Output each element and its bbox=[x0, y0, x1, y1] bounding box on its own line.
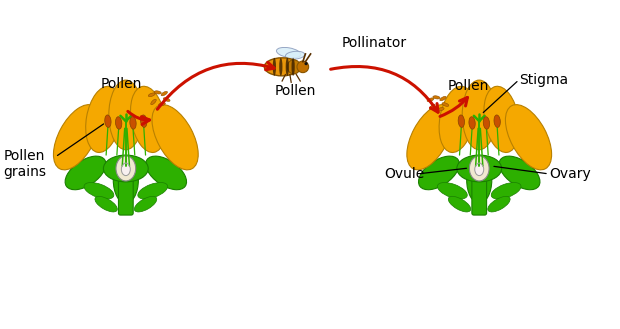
Ellipse shape bbox=[84, 183, 114, 199]
Ellipse shape bbox=[488, 196, 510, 212]
Ellipse shape bbox=[430, 104, 435, 110]
Ellipse shape bbox=[297, 61, 309, 73]
Ellipse shape bbox=[505, 105, 552, 170]
Ellipse shape bbox=[116, 156, 136, 181]
FancyBboxPatch shape bbox=[472, 171, 487, 215]
Ellipse shape bbox=[467, 157, 492, 203]
Text: Stigma: Stigma bbox=[519, 73, 568, 87]
Ellipse shape bbox=[433, 96, 440, 99]
Ellipse shape bbox=[161, 91, 167, 96]
Ellipse shape bbox=[53, 105, 100, 170]
Ellipse shape bbox=[440, 96, 446, 101]
Ellipse shape bbox=[463, 80, 496, 150]
Ellipse shape bbox=[105, 115, 111, 127]
Ellipse shape bbox=[115, 117, 122, 129]
Ellipse shape bbox=[469, 156, 489, 181]
Ellipse shape bbox=[475, 163, 484, 176]
Ellipse shape bbox=[113, 157, 138, 203]
Ellipse shape bbox=[135, 196, 157, 212]
Text: Ovule: Ovule bbox=[384, 167, 425, 181]
Ellipse shape bbox=[122, 163, 130, 176]
Ellipse shape bbox=[65, 156, 106, 190]
Ellipse shape bbox=[95, 196, 117, 212]
Ellipse shape bbox=[458, 115, 464, 127]
Ellipse shape bbox=[287, 60, 300, 74]
Ellipse shape bbox=[277, 47, 301, 58]
FancyBboxPatch shape bbox=[118, 171, 133, 215]
Ellipse shape bbox=[469, 117, 476, 129]
Ellipse shape bbox=[138, 183, 167, 199]
Ellipse shape bbox=[439, 86, 474, 152]
Ellipse shape bbox=[148, 93, 155, 97]
Ellipse shape bbox=[285, 51, 305, 59]
Ellipse shape bbox=[264, 58, 300, 76]
Ellipse shape bbox=[304, 62, 308, 65]
Ellipse shape bbox=[108, 80, 143, 150]
Ellipse shape bbox=[158, 103, 166, 106]
Text: Pollinator: Pollinator bbox=[342, 36, 407, 50]
Ellipse shape bbox=[130, 117, 136, 129]
Ellipse shape bbox=[427, 98, 434, 102]
Ellipse shape bbox=[154, 91, 161, 94]
Ellipse shape bbox=[130, 86, 166, 152]
Ellipse shape bbox=[163, 98, 170, 101]
Text: Pollen: Pollen bbox=[275, 84, 316, 98]
Ellipse shape bbox=[491, 183, 521, 199]
Ellipse shape bbox=[494, 115, 500, 127]
Ellipse shape bbox=[152, 105, 198, 170]
Ellipse shape bbox=[442, 103, 449, 106]
Text: Pollen
grains: Pollen grains bbox=[3, 149, 46, 179]
Text: Pollen: Pollen bbox=[101, 77, 143, 91]
Text: Pollen: Pollen bbox=[448, 79, 489, 93]
Ellipse shape bbox=[279, 58, 283, 76]
Ellipse shape bbox=[499, 156, 540, 190]
Ellipse shape bbox=[448, 196, 471, 212]
Ellipse shape bbox=[291, 58, 294, 76]
Ellipse shape bbox=[146, 156, 187, 190]
Ellipse shape bbox=[418, 156, 459, 190]
Ellipse shape bbox=[86, 86, 121, 152]
Ellipse shape bbox=[438, 183, 467, 199]
Text: Ovary: Ovary bbox=[549, 167, 591, 181]
Ellipse shape bbox=[437, 108, 444, 111]
Ellipse shape bbox=[141, 115, 147, 127]
Ellipse shape bbox=[104, 155, 148, 182]
Ellipse shape bbox=[286, 58, 289, 76]
Ellipse shape bbox=[407, 105, 453, 170]
Ellipse shape bbox=[151, 99, 156, 105]
Ellipse shape bbox=[484, 86, 520, 152]
Ellipse shape bbox=[483, 117, 490, 129]
Ellipse shape bbox=[273, 58, 276, 76]
Ellipse shape bbox=[457, 155, 502, 182]
